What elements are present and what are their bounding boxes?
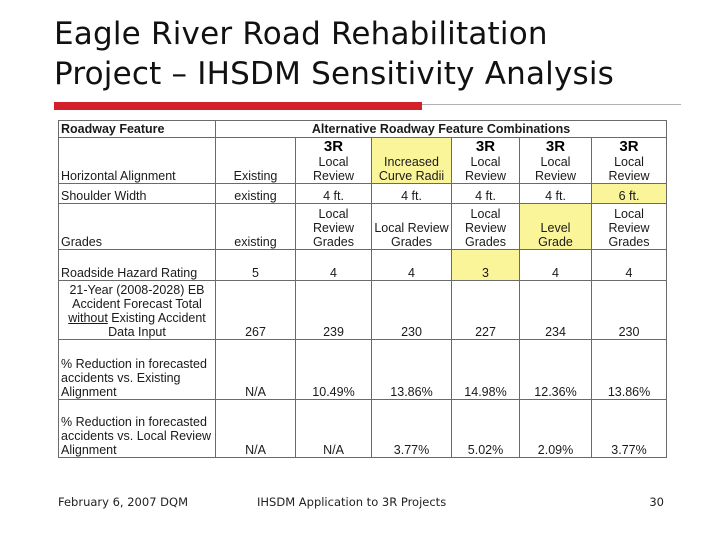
cell-combo-5: 230 [590, 279, 668, 341]
row-label: Roadside Hazard Rating [58, 248, 216, 281]
sensitivity-table-image: Roadway Feature Alternative Roadway Feat… [58, 120, 668, 459]
row-label: % Reduction in forecasted accidents vs. … [58, 398, 216, 459]
cell-combo-1: 4 [295, 248, 372, 281]
tag-3r: 3R [323, 138, 344, 156]
table-row: % Reduction in forecasted accidents vs. … [58, 398, 668, 459]
cell-combo-4: 12.36% [519, 339, 592, 400]
cell-combo-4: 4 ft. [519, 183, 592, 205]
cell-combo-3: 5.02% [451, 398, 520, 459]
cell-existing: 267 [215, 279, 296, 341]
row-label: Grades [58, 203, 216, 250]
slide-title: Eagle River Road Rehabilitation Project … [54, 14, 694, 94]
title-line-1: Eagle River Road Rehabilitation [54, 16, 548, 52]
cell-text: Local Review [608, 155, 650, 184]
cell-text: Local Review [535, 155, 576, 184]
cell-combo-4: Level Grade [519, 203, 592, 250]
cell-combo-1: 4 ft. [295, 183, 372, 205]
title-rule [422, 104, 681, 105]
cell-combo-2: 13.86% [371, 339, 452, 400]
table-row: Grades existing Local Review Grades Loca… [58, 203, 668, 250]
label-underlined: without [68, 311, 108, 326]
cell-combo-5: 4 [590, 248, 668, 281]
cell-combo-2: 4 [371, 248, 452, 281]
cell-combo-2: Increased Curve Radii [371, 136, 452, 185]
header-alternative-combinations: Alternative Roadway Feature Combinations [214, 120, 668, 138]
table-header-row: Roadway Feature Alternative Roadway Feat… [58, 120, 668, 138]
cell-combo-5: 3R Local Review [590, 136, 668, 185]
cell-existing: existing [215, 183, 296, 205]
title-accent-bar [54, 102, 422, 110]
cell-combo-3: 3R Local Review [451, 136, 520, 185]
cell-combo-5: Local Review Grades [590, 203, 668, 250]
cell-existing: existing [215, 203, 296, 250]
cell-combo-3: 14.98% [451, 339, 520, 400]
cell-combo-4: 2.09% [519, 398, 592, 459]
cell-combo-1: 10.49% [295, 339, 372, 400]
footer-date: February 6, 2007 DQM [58, 495, 188, 509]
header-roadway-feature: Roadway Feature [58, 120, 216, 138]
title-line-2: Project – IHSDM Sensitivity Analysis [54, 56, 615, 92]
cell-combo-4: 234 [519, 279, 592, 341]
row-label: Horizontal Alignment [58, 136, 216, 185]
cell-combo-2: 3.77% [371, 398, 452, 459]
row-label: Shoulder Width [58, 183, 216, 205]
cell-combo-1: N/A [295, 398, 372, 459]
cell-existing: N/A [215, 398, 296, 459]
row-label: % Reduction in forecasted accidents vs. … [58, 339, 216, 400]
table-row: Horizontal Alignment Existing 3R Local R… [58, 136, 668, 185]
cell-combo-3: Local Review Grades [451, 203, 520, 250]
cell-combo-4: 4 [519, 248, 592, 281]
cell-combo-3: 3 [451, 248, 520, 281]
sensitivity-table: Roadway Feature Alternative Roadway Feat… [58, 120, 668, 459]
cell-existing: N/A [215, 339, 296, 400]
cell-combo-2: 230 [371, 279, 452, 341]
tag-3r: 3R [619, 138, 639, 156]
cell-combo-1: 3R Local Review [295, 136, 372, 185]
cell-combo-5: 13.86% [590, 339, 668, 400]
cell-text: Local Review [465, 155, 506, 184]
table-row: 21-Year (2008-2028) EB Accident Forecast… [58, 279, 668, 341]
label-part: Existing Accident Data Input [107, 311, 206, 340]
cell-combo-4: 3R Local Review [519, 136, 592, 185]
page-number: 30 [649, 495, 664, 509]
cell-combo-3: 227 [451, 279, 520, 341]
table-row: % Reduction in forecasted accidents vs. … [58, 339, 668, 400]
label-part: 21-Year (2008-2028) EB Accident Forecast… [69, 283, 205, 312]
tag-3r: 3R [475, 138, 496, 156]
table-row: Roadside Hazard Rating 5 4 4 3 4 4 [58, 248, 668, 281]
cell-combo-1: Local Review Grades [295, 203, 372, 250]
cell-combo-3: 4 ft. [451, 183, 520, 205]
table-row: Shoulder Width existing 4 ft. 4 ft. 4 ft… [58, 183, 668, 205]
row-label: 21-Year (2008-2028) EB Accident Forecast… [58, 279, 216, 341]
cell-existing: 5 [215, 248, 296, 281]
cell-combo-2: Local Review Grades [371, 203, 452, 250]
cell-combo-1: 239 [295, 279, 372, 341]
cell-text: Local Review [313, 155, 354, 184]
cell-combo-2: 4 ft. [371, 183, 452, 205]
cell-existing: Existing [215, 136, 296, 185]
cell-combo-5: 3.77% [590, 398, 668, 459]
tag-3r: 3R [545, 138, 566, 156]
footer-title: IHSDM Application to 3R Projects [257, 495, 447, 509]
cell-combo-5: 6 ft. [590, 183, 668, 205]
